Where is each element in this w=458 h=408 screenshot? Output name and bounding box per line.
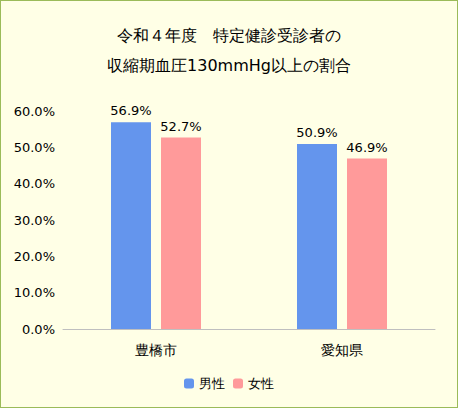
svg-text:収縮期血圧130mmHg以上の割合: 収縮期血圧130mmHg以上の割合 [107,56,351,75]
svg-text:20.0%: 20.0% [14,249,55,264]
svg-text:50.9%: 50.9% [296,125,337,140]
svg-text:0.0%: 0.0% [22,322,55,337]
svg-text:46.9%: 46.9% [346,140,387,155]
svg-text:52.7%: 52.7% [160,119,201,134]
svg-text:豊橋市: 豊橋市 [135,342,177,358]
svg-text:男性: 男性 [199,376,225,391]
svg-text:50.0%: 50.0% [14,140,55,155]
svg-text:60.0%: 60.0% [14,104,55,119]
svg-text:令和４年度 特定健診受診者の: 令和４年度 特定健診受診者の [117,26,341,45]
svg-text:56.9%: 56.9% [110,103,151,118]
svg-text:40.0%: 40.0% [14,176,55,191]
svg-text:女性: 女性 [248,376,274,391]
svg-text:30.0%: 30.0% [14,213,55,228]
svg-text:10.0%: 10.0% [14,285,55,300]
svg-text:愛知県: 愛知県 [321,342,363,358]
